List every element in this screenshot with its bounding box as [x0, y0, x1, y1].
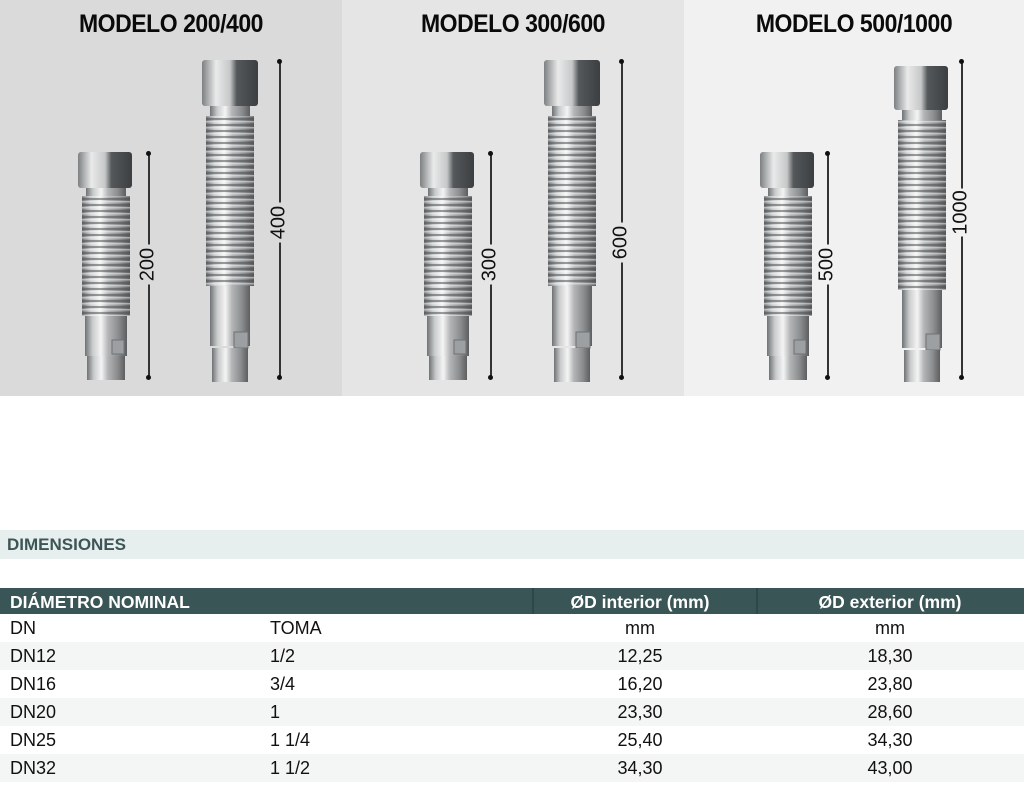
cell-toma: 1 [270, 702, 281, 722]
cell-dn: DN32 [10, 758, 57, 778]
hose-image-long [894, 66, 948, 382]
model-panel-500-1000: MODELO 500/1000 500 [684, 0, 1024, 396]
header-divider [756, 588, 758, 614]
cell-toma: TOMA [270, 618, 322, 638]
hose-image-short [78, 152, 132, 380]
cell-dn: DN16 [10, 674, 57, 694]
dimensions-table: DIÁMETRO NOMINAL ØD interior (mm) ØD ext… [0, 588, 1024, 782]
cell-exterior: 23,80 [867, 674, 913, 694]
model-title: MODELO 500/1000 [755, 10, 953, 38]
cell-toma: 3/4 [270, 674, 296, 694]
dimension-label: 500 [815, 244, 839, 285]
cell-interior: 23,30 [617, 702, 663, 722]
cell-interior: 25,40 [617, 730, 663, 750]
hose-image-short [420, 152, 474, 380]
cell-interior: 12,25 [617, 646, 663, 666]
hose-image-short [760, 152, 814, 380]
table-row: DN16 3/4 16,20 23,80 [0, 670, 1024, 698]
dimension-label: 1000 [949, 188, 973, 237]
cell-toma: 1/2 [270, 646, 296, 666]
table-row: DN32 1 1/2 34,30 43,00 [0, 754, 1024, 782]
cell-interior: 16,20 [617, 674, 663, 694]
model-title: MODELO 200/400 [78, 10, 264, 38]
dimension-label: 300 [478, 244, 502, 285]
table-header: DIÁMETRO NOMINAL ØD interior (mm) ØD ext… [0, 588, 1024, 614]
header-nominal: DIÁMETRO NOMINAL [10, 592, 190, 612]
cell-exterior: mm [875, 618, 905, 638]
table-units-row: DN TOMA mm mm [0, 614, 1024, 642]
cell-dn: DN20 [10, 702, 57, 722]
cell-interior: mm [625, 618, 655, 638]
header-exterior: ØD exterior (mm) [818, 592, 962, 612]
cell-interior: 34,30 [617, 758, 663, 778]
cell-exterior: 28,60 [867, 702, 913, 722]
table-row: DN20 1 23,30 28,60 [0, 698, 1024, 726]
cell-dn: DN25 [10, 730, 57, 750]
table-row: DN25 1 1/4 25,40 34,30 [0, 726, 1024, 754]
table-row: DN12 1/2 12,25 18,30 [0, 642, 1024, 670]
section-title: DIMENSIONES [0, 530, 1024, 559]
header-interior: ØD interior (mm) [570, 592, 710, 612]
dimension-label: 400 [267, 202, 291, 243]
cell-exterior: 18,30 [867, 646, 913, 666]
cell-exterior: 43,00 [867, 758, 913, 778]
hose-image-long [544, 60, 600, 382]
cell-dn: DN [10, 618, 36, 638]
hose-image-long [202, 60, 258, 382]
header-divider [532, 588, 534, 614]
cell-exterior: 34,30 [867, 730, 913, 750]
dimension-label: 600 [609, 222, 633, 263]
model-title: MODELO 300/600 [420, 10, 606, 38]
model-panel-300-600: MODELO 300/600 300 [342, 0, 684, 396]
cell-toma: 1 1/4 [270, 730, 311, 750]
dimension-label: 200 [136, 244, 160, 285]
cell-dn: DN12 [10, 646, 57, 666]
model-panel-200-400: MODELO 200/400 200 [0, 0, 342, 396]
cell-toma: 1 1/2 [270, 758, 311, 778]
